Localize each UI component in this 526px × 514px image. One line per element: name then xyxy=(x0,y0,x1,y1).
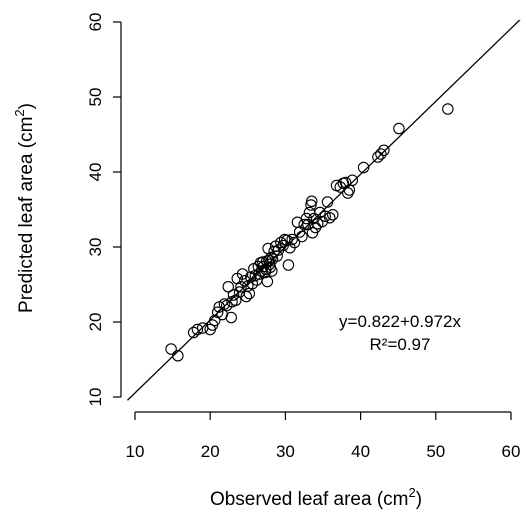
y-tick-label: 40 xyxy=(86,163,105,182)
data-point xyxy=(375,148,387,160)
data-point xyxy=(393,122,405,135)
y-axis-title: Predicted leaf area (cm2) xyxy=(12,103,37,313)
r-squared-label: R²=0.97 xyxy=(370,335,431,354)
data-point xyxy=(261,275,274,288)
x-tick-label: 10 xyxy=(126,442,145,461)
x-tick-label: 20 xyxy=(201,442,220,461)
y-tick-label: 60 xyxy=(86,13,105,32)
y-tick-label: 30 xyxy=(86,238,105,257)
x-tick-label: 30 xyxy=(276,442,295,461)
data-point xyxy=(288,236,301,249)
data-point xyxy=(266,265,278,277)
data-point xyxy=(282,259,295,271)
data-point xyxy=(442,103,454,115)
data-point xyxy=(265,251,277,264)
x-axis-title: Observed leaf area (cm2) xyxy=(210,485,422,510)
data-point xyxy=(165,343,177,355)
x-tick-label: 60 xyxy=(502,442,521,461)
data-point xyxy=(187,326,200,339)
data-point xyxy=(324,212,336,224)
data-point xyxy=(281,234,293,247)
data-point xyxy=(378,144,390,157)
x-tick-label: 40 xyxy=(351,442,370,461)
data-point xyxy=(227,289,240,301)
data-point xyxy=(321,196,334,208)
x-axis: 10 20 30 40 50 60 xyxy=(126,411,521,461)
data-point xyxy=(271,250,283,262)
data-points xyxy=(165,103,454,362)
data-point xyxy=(218,298,231,310)
data-point xyxy=(245,271,257,283)
data-point xyxy=(236,268,249,280)
data-point xyxy=(305,199,317,211)
data-point xyxy=(275,236,287,249)
data-point xyxy=(296,230,308,243)
data-point xyxy=(339,176,352,189)
data-point xyxy=(208,314,221,327)
equation-label: y=0.822+0.972x xyxy=(339,312,461,331)
y-tick-label: 20 xyxy=(86,313,105,332)
data-point xyxy=(372,151,384,163)
data-point xyxy=(235,280,247,293)
data-point xyxy=(272,244,285,256)
data-point xyxy=(357,161,370,174)
y-axis: 10 20 30 40 50 60 xyxy=(86,13,122,407)
x-tick-label: 50 xyxy=(426,442,445,461)
data-point xyxy=(225,311,238,324)
data-point xyxy=(319,210,332,223)
data-point xyxy=(327,209,339,221)
data-point xyxy=(172,349,184,362)
y-tick-label: 50 xyxy=(86,88,105,107)
data-point xyxy=(346,174,359,187)
data-point xyxy=(305,195,318,208)
data-point xyxy=(298,218,310,231)
data-point xyxy=(300,212,313,225)
data-point xyxy=(243,287,256,300)
data-point xyxy=(222,280,234,293)
y-tick-label: 10 xyxy=(86,388,105,407)
data-point xyxy=(191,323,204,336)
